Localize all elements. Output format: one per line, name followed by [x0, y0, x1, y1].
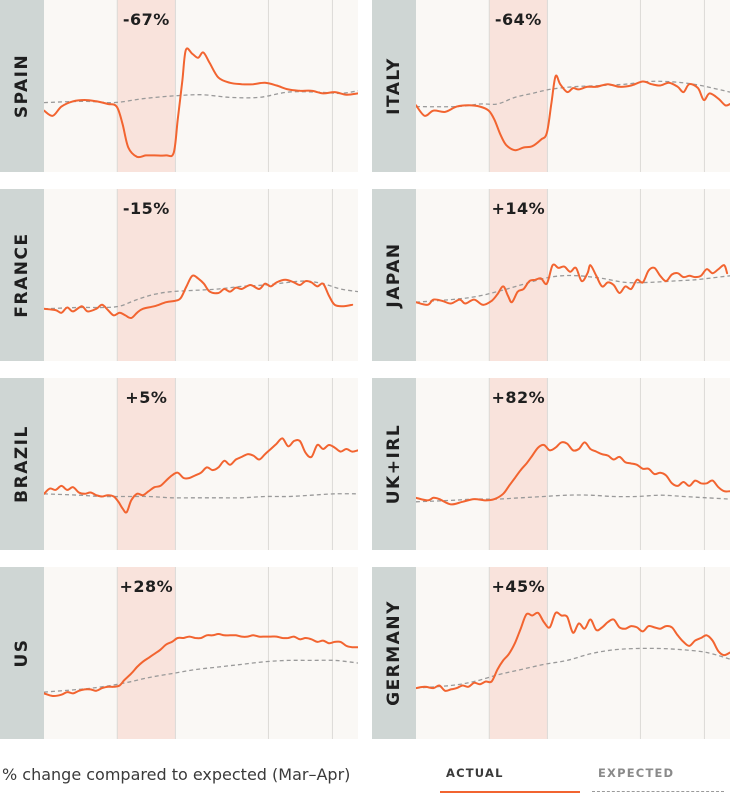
expected-line — [44, 659, 358, 693]
actual-line — [44, 437, 358, 514]
country-label-box: FRANCE — [0, 189, 44, 361]
plot-background — [416, 567, 730, 739]
plot-area: +14% — [416, 189, 730, 361]
plot-area: -64% — [416, 0, 730, 172]
plot-background — [44, 0, 358, 172]
country-label: SPAIN — [12, 53, 32, 119]
highlight-band — [489, 378, 548, 550]
panel-france: FRANCE -15% — [0, 189, 358, 361]
plot-background — [44, 567, 358, 739]
chart-caption: % change compared to expected (Mar–Apr) — [2, 765, 351, 784]
expected-line — [44, 493, 358, 499]
expected-line — [416, 274, 730, 303]
plot-background — [416, 189, 730, 361]
actual-line — [44, 633, 358, 698]
highlight-band — [117, 378, 176, 550]
highlight-band — [117, 567, 176, 739]
change-label: +82% — [491, 388, 545, 407]
chart-footer: % change compared to expected (Mar–Apr) … — [0, 750, 730, 811]
legend-actual-label: ACTUAL — [446, 766, 504, 780]
plot-background — [44, 189, 358, 361]
country-label: ITALY — [384, 57, 404, 115]
change-label: -15% — [123, 199, 170, 218]
country-label-box: JAPAN — [372, 189, 416, 361]
country-label-box: UK+IRL — [372, 378, 416, 550]
legend-actual-line — [440, 791, 580, 793]
expected-line — [416, 80, 730, 108]
actual-line — [416, 611, 730, 692]
expected-line — [44, 280, 358, 310]
country-label-box: US — [0, 567, 44, 739]
change-label: +14% — [491, 199, 545, 218]
panel-italy: ITALY -64% — [372, 0, 730, 172]
highlight-band — [489, 189, 548, 361]
change-label: -67% — [123, 10, 170, 29]
actual-line — [416, 74, 730, 152]
panel-uk-irl: UK+IRL +82% — [372, 378, 730, 550]
plot-background — [416, 378, 730, 550]
legend-expected-line — [592, 791, 724, 792]
expected-line — [416, 494, 730, 503]
plot-area: -15% — [44, 189, 358, 361]
country-label: JAPAN — [384, 242, 404, 308]
panel-japan: JAPAN +14% — [372, 189, 730, 361]
change-label: +5% — [125, 388, 167, 407]
actual-line — [416, 263, 729, 306]
country-label-box: BRAZIL — [0, 378, 44, 550]
actual-line — [44, 47, 358, 159]
country-label-box: GERMANY — [372, 567, 416, 739]
change-label: +28% — [119, 577, 173, 596]
plot-area: +28% — [44, 567, 358, 739]
country-label-box: SPAIN — [0, 0, 44, 172]
plot-area: +82% — [416, 378, 730, 550]
country-label: GERMANY — [384, 600, 404, 706]
legend-expected-label: EXPECTED — [598, 766, 675, 780]
plot-background — [416, 0, 730, 172]
country-label: UK+IRL — [384, 423, 404, 505]
actual-line — [44, 274, 354, 320]
country-label-box: ITALY — [372, 0, 416, 172]
change-label: -64% — [495, 10, 542, 29]
change-label: +45% — [491, 577, 545, 596]
panel-us: US +28% — [0, 567, 358, 739]
country-label: FRANCE — [12, 232, 32, 318]
plot-area: +5% — [44, 378, 358, 550]
actual-line — [416, 441, 730, 506]
small-multiples-grid: SPAIN -67% ITALY -64% FRANCE -15% JAPAN +14% BRA… — [0, 0, 730, 739]
plot-background — [44, 378, 358, 550]
plot-area: -67% — [44, 0, 358, 172]
highlight-band — [489, 567, 548, 739]
panel-spain: SPAIN -67% — [0, 0, 358, 172]
highlight-band — [117, 189, 176, 361]
plot-area: +45% — [416, 567, 730, 739]
panel-brazil: BRAZIL +5% — [0, 378, 358, 550]
expected-line — [416, 647, 730, 689]
country-label: US — [12, 638, 32, 668]
panel-germany: GERMANY +45% — [372, 567, 730, 739]
country-label: BRAZIL — [12, 425, 32, 503]
